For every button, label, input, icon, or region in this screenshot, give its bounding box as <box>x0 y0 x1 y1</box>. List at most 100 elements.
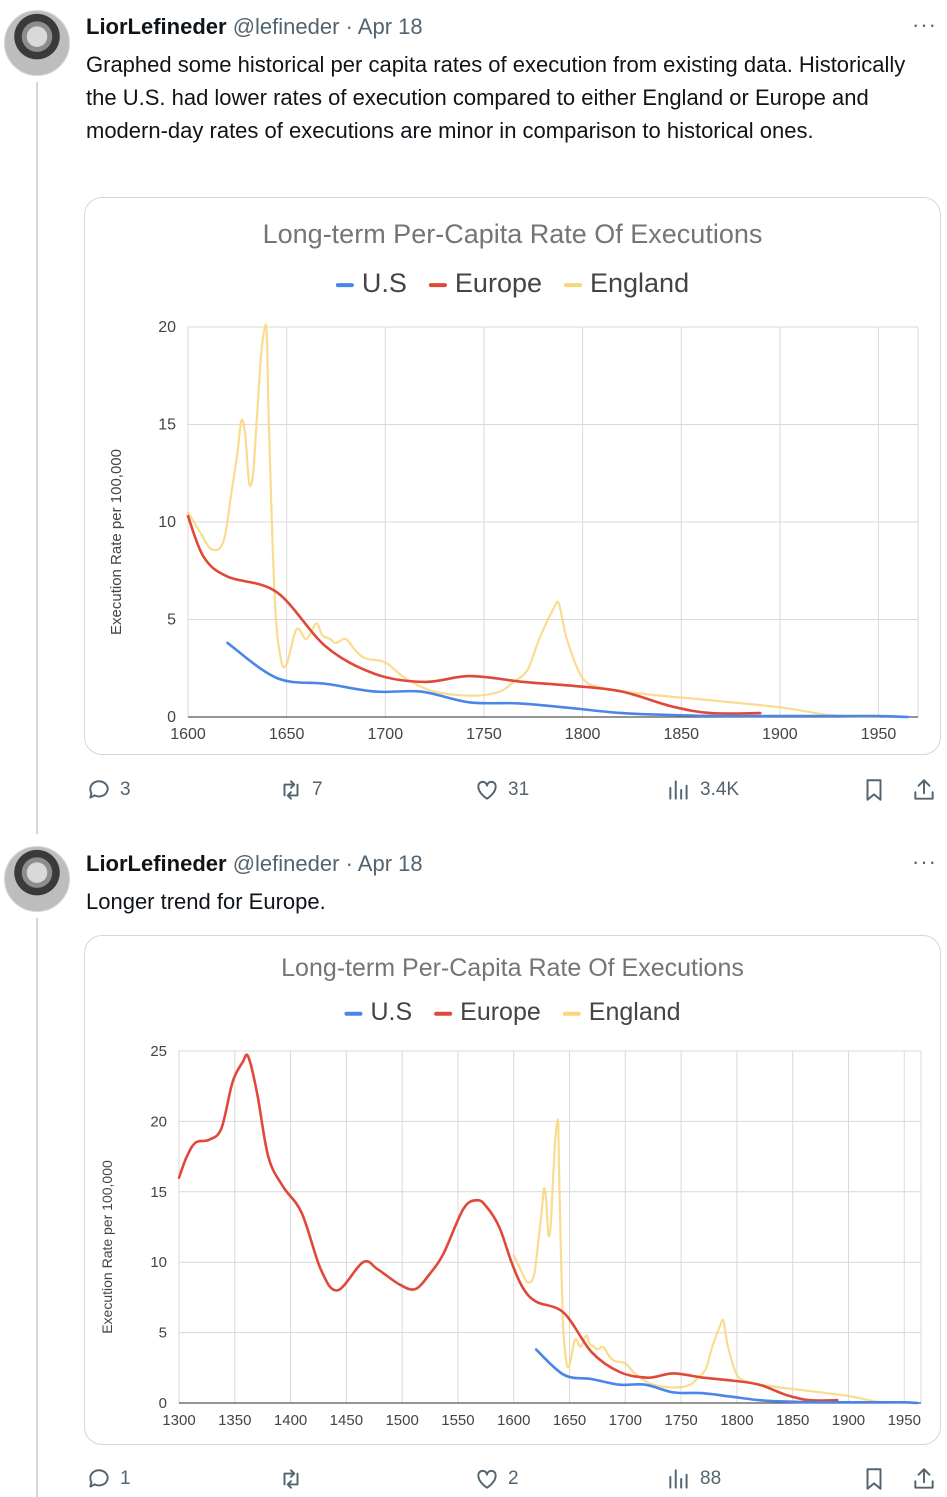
bookmark-icon <box>866 779 882 801</box>
legend-swatch <box>564 283 582 288</box>
y-tick-label: 20 <box>158 319 176 336</box>
x-tick-label: 1700 <box>368 726 404 743</box>
chart-card[interactable]: Long-term Per-Capita Rate Of Executions U… <box>84 197 941 755</box>
thread-line <box>36 918 38 1497</box>
bookmark-button[interactable] <box>861 777 887 803</box>
views-button[interactable]: 3.4K <box>666 777 739 803</box>
reply-count: 1 <box>120 1468 131 1489</box>
legend-swatch <box>562 1011 581 1016</box>
y-tick-label: 10 <box>158 514 176 531</box>
author-handle[interactable]: @lefineder <box>232 851 340 876</box>
like-button[interactable]: 2 <box>474 1466 519 1492</box>
repost-button[interactable] <box>278 1466 312 1492</box>
separator: · <box>345 851 353 876</box>
series-line-england <box>512 1118 906 1405</box>
x-tick-label: 1500 <box>385 1412 418 1429</box>
legend-swatch <box>428 283 447 288</box>
y-tick-label: 0 <box>167 709 176 726</box>
views-icon <box>669 1469 688 1489</box>
tweet-header: LiorLefineder @lefineder · Apr 18 <box>86 850 423 878</box>
x-tick-label: 1550 <box>441 1412 474 1429</box>
repost-icon <box>283 1469 299 1489</box>
series-line-england <box>186 323 880 719</box>
thread-line <box>36 82 38 834</box>
reply-icon <box>89 1469 109 1488</box>
series-line-europe <box>177 1053 839 1402</box>
legend-label: England <box>590 268 689 298</box>
author-name[interactable]: LiorLefineder <box>86 14 227 39</box>
avatar[interactable] <box>4 846 70 912</box>
legend-label: Europe <box>460 998 541 1026</box>
repost-icon <box>283 780 299 800</box>
x-tick-label: 1350 <box>218 1412 251 1429</box>
share-button[interactable] <box>911 1466 937 1492</box>
legend-item: Europe <box>428 268 542 298</box>
bookmark-icon <box>866 1468 882 1490</box>
tweet-date[interactable]: Apr 18 <box>357 14 423 39</box>
legend-item: U.S <box>335 268 407 298</box>
reply-button[interactable]: 1 <box>86 1466 131 1492</box>
x-tick-label: 1950 <box>861 726 897 743</box>
heart-icon <box>477 780 497 800</box>
views-count: 3.4K <box>700 779 740 800</box>
tweet-actions: 1 2 88 <box>86 1466 941 1496</box>
legend-item: England <box>562 998 681 1026</box>
x-tick-label: 1300 <box>162 1412 195 1429</box>
legend-label: England <box>589 998 681 1026</box>
views-count: 88 <box>700 1468 722 1489</box>
legend-item: U.S <box>344 998 412 1026</box>
reply-button[interactable]: 3 <box>86 777 131 803</box>
legend-swatch <box>434 1011 453 1016</box>
x-tick-label: 1800 <box>565 726 601 743</box>
legend-item: England <box>564 268 689 298</box>
views-icon <box>669 780 688 800</box>
chart-legend: U.S Europe England <box>344 998 681 1026</box>
x-tick-label: 1750 <box>466 726 502 743</box>
y-tick-label: 15 <box>158 417 176 434</box>
author-name[interactable]: LiorLefineder <box>86 851 227 876</box>
y-axis-label: Execution Rate per 100,000 <box>108 449 125 635</box>
share-button[interactable] <box>911 777 937 803</box>
avatar[interactable] <box>4 10 70 76</box>
x-tick-label: 1900 <box>832 1412 865 1429</box>
line-chart: Long-term Per-Capita Rate Of Executions U… <box>99 954 922 1429</box>
legend-swatch <box>335 283 354 288</box>
heart-icon <box>477 1469 497 1489</box>
tweet-date[interactable]: Apr 18 <box>357 851 423 876</box>
y-tick-label: 25 <box>150 1043 167 1060</box>
like-count: 31 <box>508 779 530 800</box>
legend-swatch <box>344 1011 363 1016</box>
series-line-us <box>226 641 910 719</box>
x-tick-label: 1650 <box>269 726 305 743</box>
legend-label: U.S <box>370 998 412 1026</box>
line-chart: Long-term Per-Capita Rate Of Executions U… <box>108 219 919 743</box>
x-tick-label: 1850 <box>663 726 699 743</box>
more-options-icon[interactable]: ··· <box>912 12 937 37</box>
x-tick-label: 1950 <box>888 1412 921 1429</box>
separator: · <box>345 14 353 39</box>
reply-count: 3 <box>120 779 131 800</box>
x-tick-label: 1750 <box>664 1412 697 1429</box>
like-button[interactable]: 31 <box>474 777 529 803</box>
x-tick-label: 1400 <box>274 1412 307 1429</box>
x-tick-label: 1600 <box>497 1412 530 1429</box>
y-tick-label: 0 <box>159 1395 167 1412</box>
bookmark-button[interactable] <box>861 1466 887 1492</box>
repost-button[interactable]: 7 <box>278 777 323 803</box>
x-tick-label: 1700 <box>609 1412 642 1429</box>
legend-label: Europe <box>455 268 542 298</box>
x-tick-label: 1650 <box>553 1412 586 1429</box>
tweet-header: LiorLefineder @lefineder · Apr 18 <box>86 13 423 41</box>
legend-label: U.S <box>362 268 407 298</box>
y-axis-label: Execution Rate per 100,000 <box>99 1160 115 1334</box>
y-tick-label: 5 <box>167 612 176 629</box>
y-tick-label: 5 <box>159 1325 167 1342</box>
chart-card[interactable]: Long-term Per-Capita Rate Of Executions U… <box>84 935 941 1445</box>
series-line-us <box>534 1348 919 1405</box>
y-tick-label: 15 <box>150 1184 167 1201</box>
more-options-icon[interactable]: ··· <box>912 849 937 874</box>
chart-title: Long-term Per-Capita Rate Of Executions <box>281 954 744 982</box>
views-button[interactable]: 88 <box>666 1466 721 1492</box>
x-tick-label: 1600 <box>170 726 206 743</box>
author-handle[interactable]: @lefineder <box>232 14 340 39</box>
